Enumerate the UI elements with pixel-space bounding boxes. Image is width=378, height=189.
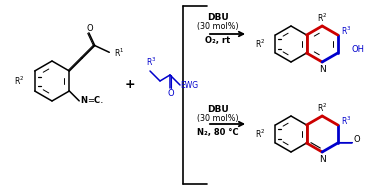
Text: R$^1$: R$^1$ bbox=[114, 46, 124, 59]
Text: OH: OH bbox=[352, 46, 365, 54]
Text: R$^3$: R$^3$ bbox=[341, 25, 351, 37]
Text: R$^3$: R$^3$ bbox=[341, 115, 351, 127]
Text: O: O bbox=[353, 135, 360, 143]
Text: EWG: EWG bbox=[180, 81, 198, 90]
Text: O: O bbox=[87, 24, 93, 33]
Text: R$^2$: R$^2$ bbox=[317, 102, 327, 114]
Text: R$^2$: R$^2$ bbox=[14, 75, 24, 87]
Text: N: N bbox=[319, 154, 325, 163]
Text: O: O bbox=[168, 88, 174, 98]
Text: R$^2$: R$^2$ bbox=[255, 38, 265, 50]
Text: DBU: DBU bbox=[207, 12, 229, 22]
Text: R$^2$: R$^2$ bbox=[255, 128, 265, 140]
Text: N₂, 80 °C: N₂, 80 °C bbox=[197, 128, 239, 136]
Text: (30 mol%): (30 mol%) bbox=[197, 114, 239, 122]
Text: (30 mol%): (30 mol%) bbox=[197, 22, 239, 30]
Text: +: + bbox=[125, 77, 135, 91]
Text: R$^2$: R$^2$ bbox=[317, 12, 327, 24]
Text: R$^3$: R$^3$ bbox=[146, 56, 156, 68]
Text: N: N bbox=[319, 64, 325, 74]
Text: C: C bbox=[93, 96, 99, 105]
Text: ·: · bbox=[99, 98, 103, 108]
Text: N: N bbox=[81, 96, 88, 105]
Text: =: = bbox=[87, 96, 94, 105]
Text: O₂, rt: O₂, rt bbox=[205, 36, 231, 46]
Text: DBU: DBU bbox=[207, 105, 229, 114]
